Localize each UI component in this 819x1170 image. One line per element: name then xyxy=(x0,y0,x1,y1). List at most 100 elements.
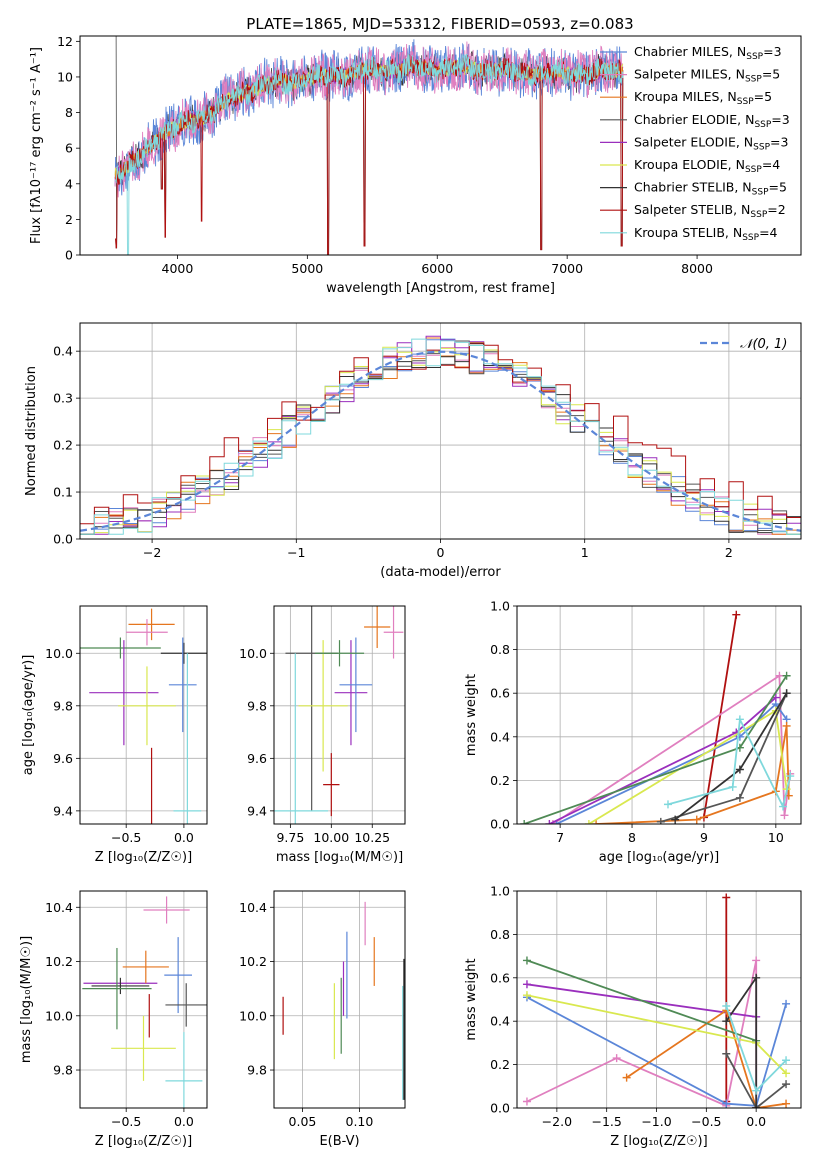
legend-tail: =2 xyxy=(767,202,785,217)
panel-mass_vs_ebv: 0.05 0.10 9.8 10.0 10.2 10.4 E(B-V) xyxy=(239,890,406,1149)
x-axis-label: age [log₁₀(age/yr)] xyxy=(599,850,720,865)
weight-marker xyxy=(722,893,731,902)
y-axis-label: mass [log₁₀(M/M☉)] xyxy=(19,936,34,1063)
axes-frame xyxy=(79,890,208,1109)
y-tick-label: 9.6 xyxy=(247,751,267,766)
y-axis-label: age [log₁₀(age/yr)] xyxy=(21,655,36,776)
x-axis-label: wavelength [Angstrom, rest frame] xyxy=(326,281,555,296)
weight-marker xyxy=(782,689,791,698)
legend-label: Salpeter STELIB, NSSP=2 xyxy=(634,202,786,220)
x-tick-label: 4000 xyxy=(162,261,194,276)
errorbar-point xyxy=(323,753,340,817)
weight-marker xyxy=(735,793,744,802)
x-axis-label: Z [log₁₀(Z/Z☉)] xyxy=(610,1134,707,1149)
y-tick-label: 0.6 xyxy=(490,686,510,701)
plot-area xyxy=(274,606,404,824)
weight-marker xyxy=(592,820,601,824)
x-tick-label: 10 xyxy=(768,830,784,845)
y-axis-label: mass weight xyxy=(464,674,479,756)
legend-tail: =3 xyxy=(763,44,781,59)
x-tick-label: −2 xyxy=(143,545,161,560)
panel-residuals: −2 −1 0 1 2 0.0 0.1 0.2 0.3 0.4 (data-model)/error… xyxy=(24,322,802,580)
weight-marker xyxy=(656,817,665,824)
weight-marker xyxy=(722,1017,731,1026)
y-tick-label: 6 xyxy=(65,141,73,156)
x-tick-label: 10.25 xyxy=(354,830,390,845)
weight-marker xyxy=(732,610,741,619)
errorbar-point xyxy=(165,983,207,1027)
x-tick-label: 0.0 xyxy=(746,1114,766,1129)
weight-marker xyxy=(782,1069,791,1078)
weight-marker xyxy=(722,1099,731,1108)
axes-frame xyxy=(79,605,208,825)
y-tick-label: 0.4 xyxy=(53,344,73,359)
weight-marker xyxy=(522,991,531,1000)
y-axis-label: mass weight xyxy=(464,958,479,1040)
weight-marker xyxy=(782,1080,791,1089)
histogram-8 xyxy=(80,338,801,535)
errorbar-point xyxy=(314,640,365,667)
errorbar-point xyxy=(160,642,207,664)
weight-marker xyxy=(782,671,791,680)
x-tick-label: 7 xyxy=(556,830,564,845)
grid xyxy=(274,606,405,824)
weight-marker xyxy=(692,815,701,824)
legend-label: Chabrier STELIB, NSSP=5 xyxy=(634,180,787,198)
legend-sub: SSP xyxy=(753,142,770,152)
weight-marker xyxy=(522,956,531,965)
panel-mass_vs_Z: −0.5 0.0 9.8 10.0 10.2 10.4 Z [log₁₀(Z/Z☉)] mas… xyxy=(19,890,208,1149)
errorbar-point xyxy=(298,640,348,772)
y-tick-label: 9.4 xyxy=(53,803,73,818)
weight-marker xyxy=(752,956,761,965)
plot-area xyxy=(114,36,624,255)
weight-line-2 xyxy=(526,996,787,1107)
weight-line-0 xyxy=(703,614,738,818)
weight-marker xyxy=(728,782,737,791)
x-tick-label: −1 xyxy=(287,545,305,560)
y-tick-label: 0.6 xyxy=(490,970,510,985)
weight-marker xyxy=(782,1099,791,1108)
errorbar-point xyxy=(91,977,150,995)
weight-marker xyxy=(722,1049,731,1058)
weight-marker xyxy=(779,802,788,811)
weight-marker xyxy=(786,772,795,781)
legend: 𝒩(0, 1) xyxy=(700,337,787,352)
x-axis-label: E(B-V) xyxy=(319,1134,359,1149)
x-tick-label: 9.75 xyxy=(276,830,304,845)
y-tick-label: 0.8 xyxy=(490,927,510,942)
figure-title: PLATE=1865, MJD=53312, FIBERID=0593, z=0… xyxy=(246,15,633,33)
legend-label: Kroupa STELIB, NSSP=4 xyxy=(634,225,778,243)
errorbar-point xyxy=(339,637,373,733)
weight-marker xyxy=(584,820,593,824)
legend-label: Kroupa MILES, NSSP=5 xyxy=(634,89,772,107)
weight-marker xyxy=(612,1054,621,1063)
axes-frame xyxy=(273,605,406,825)
plot-area xyxy=(82,896,207,1108)
errorbar-point xyxy=(82,947,152,1030)
legend-tail: =5 xyxy=(769,180,787,195)
legend: Chabrier MILES, NSSP=3 Salpeter MILES, NS… xyxy=(600,44,790,243)
y-tick-label: 0.0 xyxy=(490,1101,510,1116)
legend-sub: SSP xyxy=(750,210,767,220)
errorbar-point xyxy=(383,606,404,659)
x-tick-label: 8 xyxy=(628,830,636,845)
y-tick-label: 10.0 xyxy=(239,646,267,661)
panel-age_vs_Z: −0.5 0.0 9.4 9.6 9.8 10.0 Z [log₁₀(Z/Z☉)] age [… xyxy=(21,605,208,865)
legend-label: 𝒩(0, 1) xyxy=(740,337,787,352)
legend-tail: =4 xyxy=(762,157,780,172)
weight-line-5 xyxy=(588,709,788,824)
legend-label: Kroupa ELODIE, NSSP=4 xyxy=(634,157,780,175)
y-tick-label: 10.4 xyxy=(45,900,73,915)
errorbar-point xyxy=(168,637,197,733)
x-tick-label: −0.5 xyxy=(691,1114,721,1129)
x-axis-label: (data-model)/error xyxy=(380,565,501,580)
plot-area xyxy=(80,608,207,824)
x-axis-label: Z [log₁₀(Z/Z☉)] xyxy=(95,1134,192,1149)
x-tick-label: 0 xyxy=(437,545,445,560)
weight-marker xyxy=(522,1097,531,1106)
y-tick-label: 0.4 xyxy=(490,729,510,744)
y-tick-label: 9.8 xyxy=(247,698,267,713)
errorbar-point xyxy=(128,608,175,641)
y-tick-label: 0.2 xyxy=(53,438,73,453)
